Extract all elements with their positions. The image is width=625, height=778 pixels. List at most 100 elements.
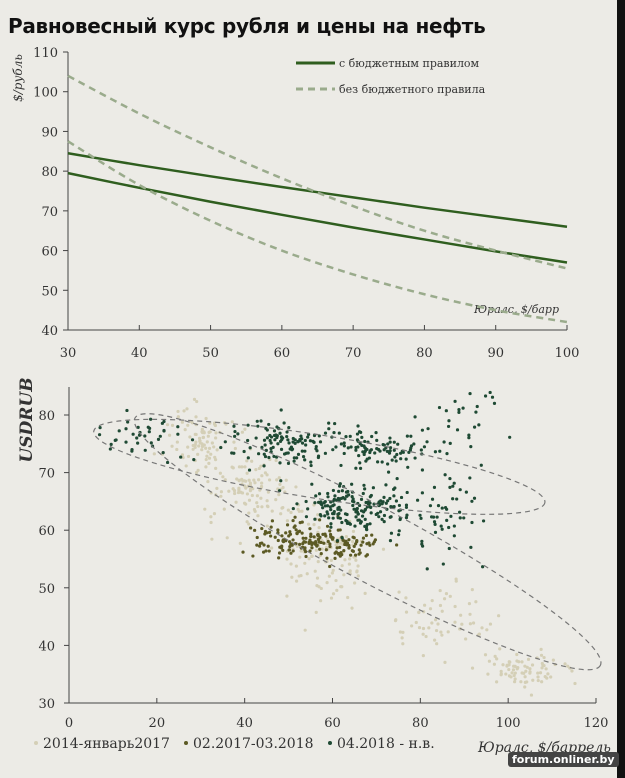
scatter-point-2 bbox=[254, 436, 258, 440]
scatter-point-0 bbox=[206, 479, 210, 484]
scatter-point-2 bbox=[386, 442, 390, 446]
scatter-point-0 bbox=[329, 596, 334, 600]
x-tick-label: 50 bbox=[202, 346, 219, 361]
scatter-point-2 bbox=[468, 391, 472, 396]
scatter-point-0 bbox=[192, 397, 197, 401]
scatter-point-0 bbox=[204, 416, 208, 421]
scatter-point-2 bbox=[392, 494, 396, 498]
scatter-point-2 bbox=[370, 434, 374, 439]
scatter-point-2 bbox=[278, 431, 282, 435]
scatter-point-2 bbox=[447, 419, 451, 423]
y-tick-label: 90 bbox=[41, 125, 58, 140]
x-tick-label: 100 bbox=[555, 346, 580, 361]
scatter-point-0 bbox=[314, 610, 318, 614]
scatter-point-1 bbox=[293, 515, 297, 519]
scatter-point-1 bbox=[276, 538, 280, 543]
scatter-point-1 bbox=[295, 532, 299, 536]
scatter-point-0 bbox=[510, 671, 514, 675]
scatter-point-1 bbox=[364, 533, 368, 538]
scatter-point-0 bbox=[241, 479, 245, 483]
scatter-point-2 bbox=[124, 440, 128, 444]
scatter-point-2 bbox=[467, 433, 471, 437]
scatter-point-2 bbox=[368, 522, 372, 526]
scatter-point-0 bbox=[238, 541, 242, 545]
scatter-point-0 bbox=[180, 420, 184, 424]
scatter-point-2 bbox=[447, 546, 451, 551]
scatter-point-2 bbox=[373, 451, 377, 455]
scatter-point-0 bbox=[523, 685, 527, 689]
scatter-point-2 bbox=[289, 445, 294, 449]
scatter-point-2 bbox=[313, 517, 317, 521]
y-tick-label: 30 bbox=[38, 697, 55, 712]
scatter-point-2 bbox=[404, 516, 409, 520]
scatter-point-1 bbox=[334, 550, 338, 554]
scatter-point-0 bbox=[277, 476, 281, 480]
scatter-point-1 bbox=[276, 528, 280, 532]
scatter-point-0 bbox=[247, 511, 251, 515]
scatter-point-2 bbox=[303, 438, 307, 443]
scatter-point-2 bbox=[475, 404, 479, 409]
scatter-point-0 bbox=[298, 555, 302, 559]
scatter-point-1 bbox=[338, 528, 342, 532]
scatter-point-2 bbox=[458, 516, 462, 520]
scatter-point-1 bbox=[322, 541, 326, 545]
scatter-point-2 bbox=[332, 503, 336, 507]
scatter-point-2 bbox=[329, 522, 333, 526]
scatter-point-2 bbox=[345, 512, 349, 517]
scatter-point-1 bbox=[300, 531, 304, 535]
scatter-point-2 bbox=[149, 441, 153, 445]
scatter-point-2 bbox=[356, 424, 360, 428]
scatter-point-0 bbox=[209, 452, 213, 456]
scatter-point-0 bbox=[435, 642, 439, 646]
scatter-point-1 bbox=[289, 551, 293, 555]
scatter-point-0 bbox=[210, 537, 214, 541]
scatter-point-2 bbox=[351, 499, 355, 503]
scatter-point-2 bbox=[449, 514, 453, 518]
scatter-point-2 bbox=[444, 409, 448, 413]
scatter-point-1 bbox=[290, 543, 294, 547]
scatter-point-0 bbox=[207, 446, 212, 450]
scatter-point-0 bbox=[195, 399, 199, 404]
scatter-point-0 bbox=[315, 576, 320, 580]
scatter-point-2 bbox=[432, 520, 437, 524]
scatter-point-0 bbox=[266, 490, 270, 494]
scatter-point-2 bbox=[388, 440, 392, 444]
scatter-point-0 bbox=[223, 478, 227, 482]
scatter-point-2 bbox=[323, 431, 328, 435]
scatter-point-2 bbox=[457, 410, 461, 414]
scatter-point-2 bbox=[393, 455, 397, 459]
scatter-point-2 bbox=[448, 476, 452, 481]
scatter-point-0 bbox=[204, 457, 208, 462]
scatter-point-2 bbox=[248, 446, 252, 450]
scatter-point-2 bbox=[278, 439, 283, 443]
scatter-point-0 bbox=[245, 471, 249, 475]
scatter-point-2 bbox=[219, 445, 223, 450]
scatter-point-2 bbox=[269, 441, 273, 445]
scatter-point-2 bbox=[136, 425, 140, 430]
scatter-point-1 bbox=[352, 544, 356, 549]
scatter-point-2 bbox=[97, 433, 102, 437]
scatter-point-2 bbox=[346, 489, 350, 494]
scatter-point-2 bbox=[162, 429, 166, 433]
scatter-point-2 bbox=[336, 496, 340, 501]
scatter-point-1 bbox=[287, 548, 292, 552]
scatter-point-1 bbox=[340, 553, 344, 557]
scatter-point-0 bbox=[453, 620, 457, 624]
scatter-point-0 bbox=[218, 471, 222, 475]
scatter-point-2 bbox=[508, 435, 512, 439]
scatter-point-0 bbox=[427, 626, 431, 630]
scatter-point-2 bbox=[419, 516, 423, 520]
scatter-point-0 bbox=[207, 430, 211, 434]
scatter-point-0 bbox=[504, 672, 508, 676]
y-tick-label: 70 bbox=[41, 205, 58, 220]
scatter-point-0 bbox=[254, 468, 258, 472]
scatter-point-0 bbox=[243, 427, 247, 431]
x-tick-label: 90 bbox=[487, 346, 504, 361]
scatter-point-0 bbox=[265, 473, 269, 477]
scatter-point-0 bbox=[487, 659, 492, 663]
scatter-point-0 bbox=[543, 675, 547, 679]
scatter-point-2 bbox=[363, 524, 367, 528]
scatter-point-2 bbox=[354, 466, 358, 470]
scatter-point-1 bbox=[261, 550, 266, 554]
scatter-point-0 bbox=[165, 423, 170, 427]
